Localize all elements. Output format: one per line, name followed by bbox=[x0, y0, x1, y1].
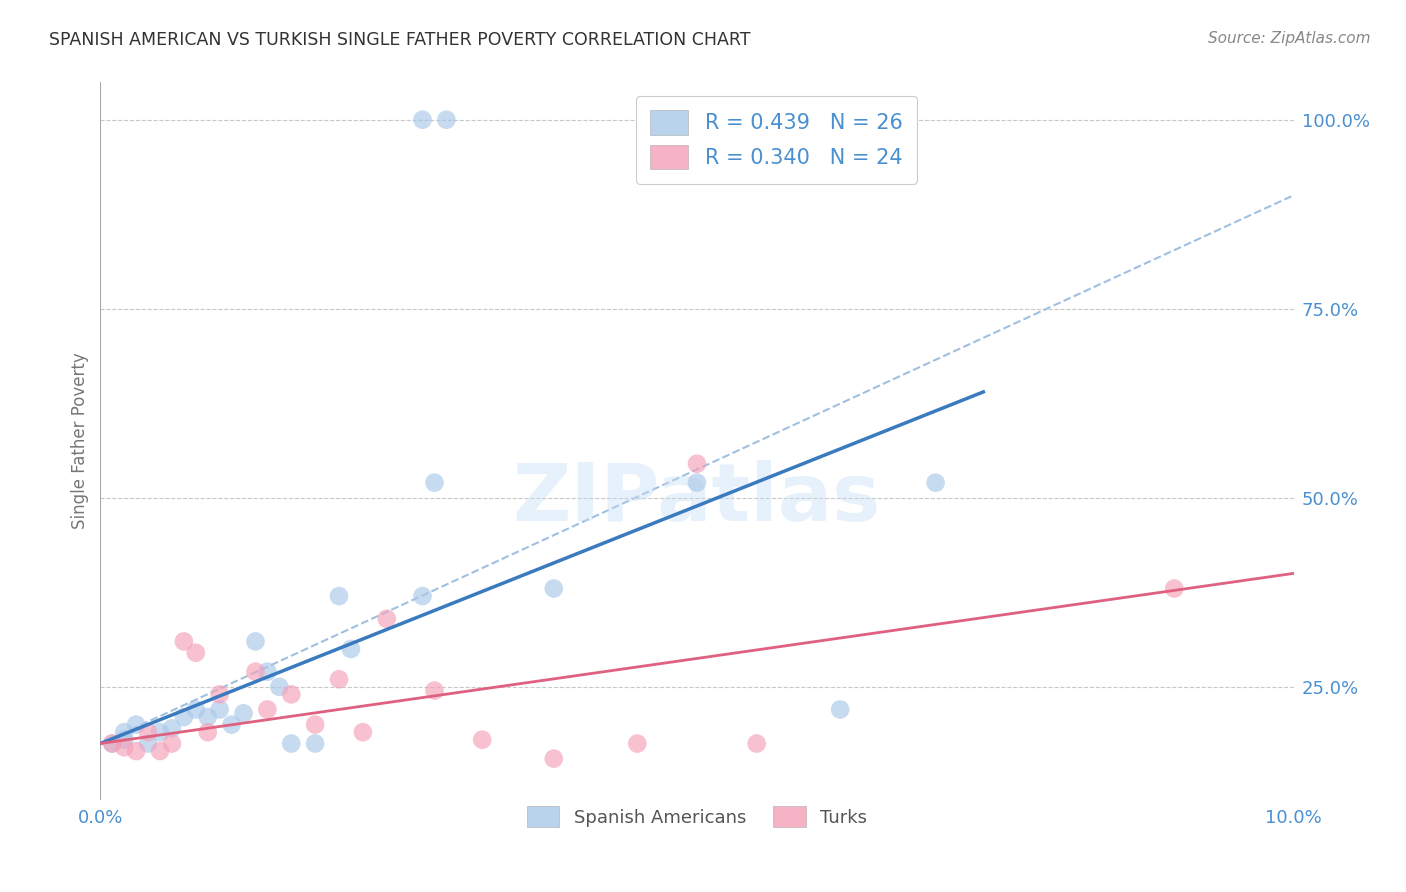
Point bbox=[423, 683, 446, 698]
Point bbox=[232, 706, 254, 721]
Point bbox=[136, 737, 159, 751]
Point bbox=[304, 717, 326, 731]
Point bbox=[112, 732, 135, 747]
Point bbox=[197, 710, 219, 724]
Point bbox=[136, 725, 159, 739]
Y-axis label: Single Father Poverty: Single Father Poverty bbox=[72, 352, 89, 530]
Point bbox=[173, 634, 195, 648]
Point bbox=[626, 737, 648, 751]
Point bbox=[125, 717, 148, 731]
Point bbox=[160, 737, 183, 751]
Point bbox=[149, 744, 172, 758]
Point bbox=[149, 725, 172, 739]
Point bbox=[173, 710, 195, 724]
Point bbox=[101, 737, 124, 751]
Point bbox=[208, 702, 231, 716]
Point bbox=[328, 672, 350, 686]
Point bbox=[412, 589, 434, 603]
Point bbox=[686, 457, 709, 471]
Legend: Spanish Americans, Turks: Spanish Americans, Turks bbox=[520, 799, 875, 834]
Point bbox=[328, 589, 350, 603]
Point bbox=[160, 722, 183, 736]
Point bbox=[256, 702, 278, 716]
Text: ZIPatlas: ZIPatlas bbox=[513, 459, 882, 538]
Point bbox=[245, 634, 267, 648]
Point bbox=[101, 737, 124, 751]
Point bbox=[352, 725, 374, 739]
Point bbox=[686, 475, 709, 490]
Point bbox=[423, 475, 446, 490]
Point bbox=[280, 737, 302, 751]
Point bbox=[221, 717, 243, 731]
Point bbox=[112, 725, 135, 739]
Point bbox=[340, 642, 363, 657]
Point bbox=[256, 665, 278, 679]
Point bbox=[184, 702, 207, 716]
Point bbox=[125, 744, 148, 758]
Point bbox=[543, 751, 565, 765]
Point bbox=[543, 582, 565, 596]
Point bbox=[924, 475, 946, 490]
Point bbox=[304, 737, 326, 751]
Text: SPANISH AMERICAN VS TURKISH SINGLE FATHER POVERTY CORRELATION CHART: SPANISH AMERICAN VS TURKISH SINGLE FATHE… bbox=[49, 31, 751, 49]
Point bbox=[471, 732, 494, 747]
Point bbox=[208, 687, 231, 701]
Point bbox=[412, 112, 434, 127]
Point bbox=[197, 725, 219, 739]
Point bbox=[745, 737, 768, 751]
Point bbox=[434, 112, 457, 127]
Point bbox=[245, 665, 267, 679]
Point bbox=[112, 740, 135, 755]
Point bbox=[1163, 582, 1185, 596]
Point bbox=[280, 687, 302, 701]
Point bbox=[375, 612, 398, 626]
Point bbox=[269, 680, 291, 694]
Point bbox=[184, 646, 207, 660]
Text: Source: ZipAtlas.com: Source: ZipAtlas.com bbox=[1208, 31, 1371, 46]
Point bbox=[830, 702, 852, 716]
